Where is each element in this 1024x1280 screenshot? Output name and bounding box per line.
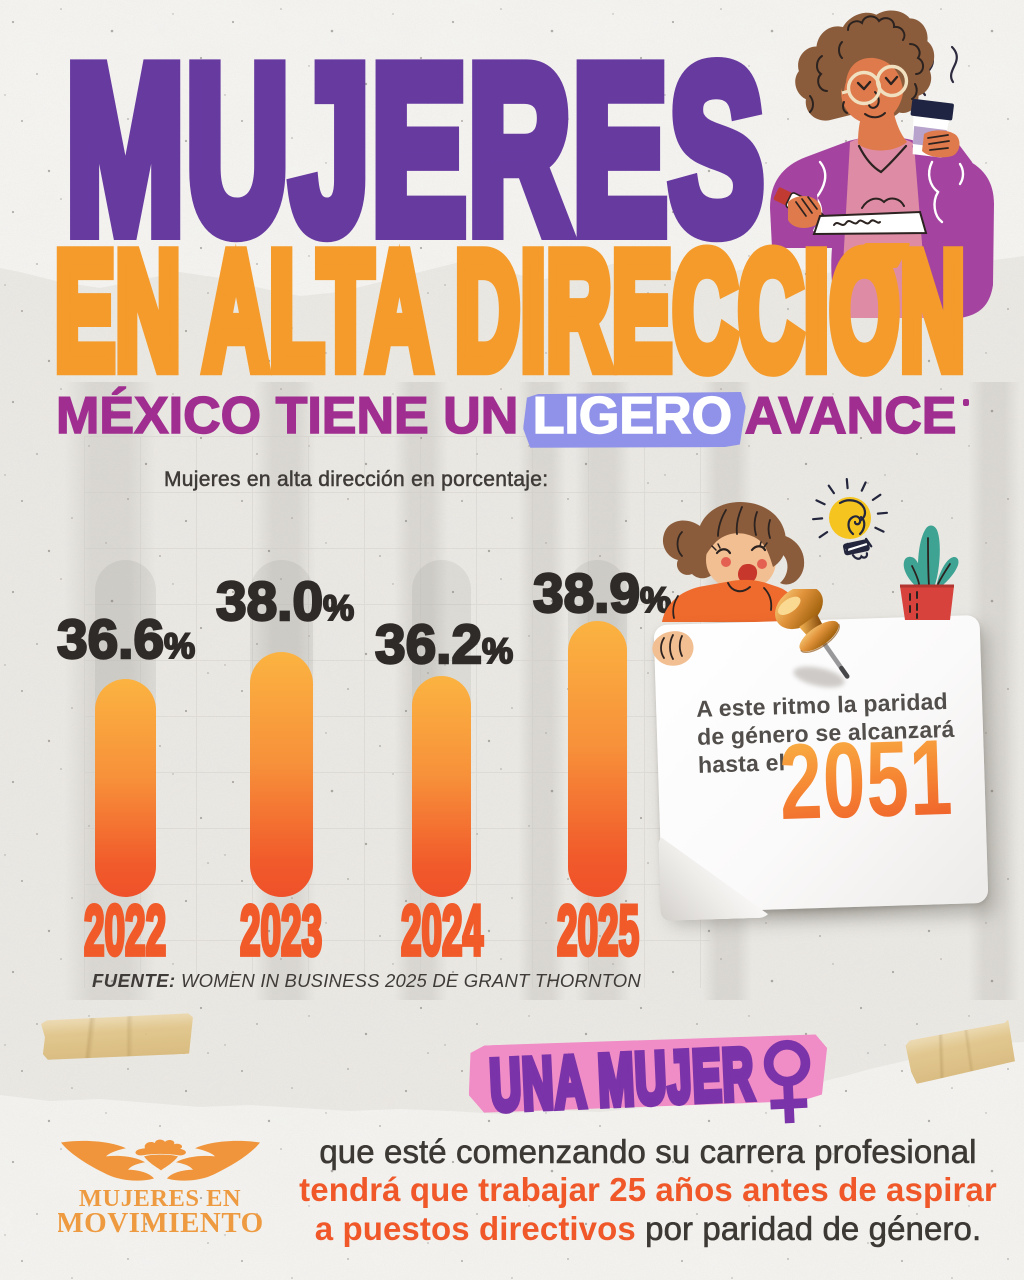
svg-text:MUJERES EN: MUJERES EN	[79, 1185, 241, 1212]
svg-text:MOVIMIENTO: MOVIMIENTO	[58, 1207, 263, 1239]
